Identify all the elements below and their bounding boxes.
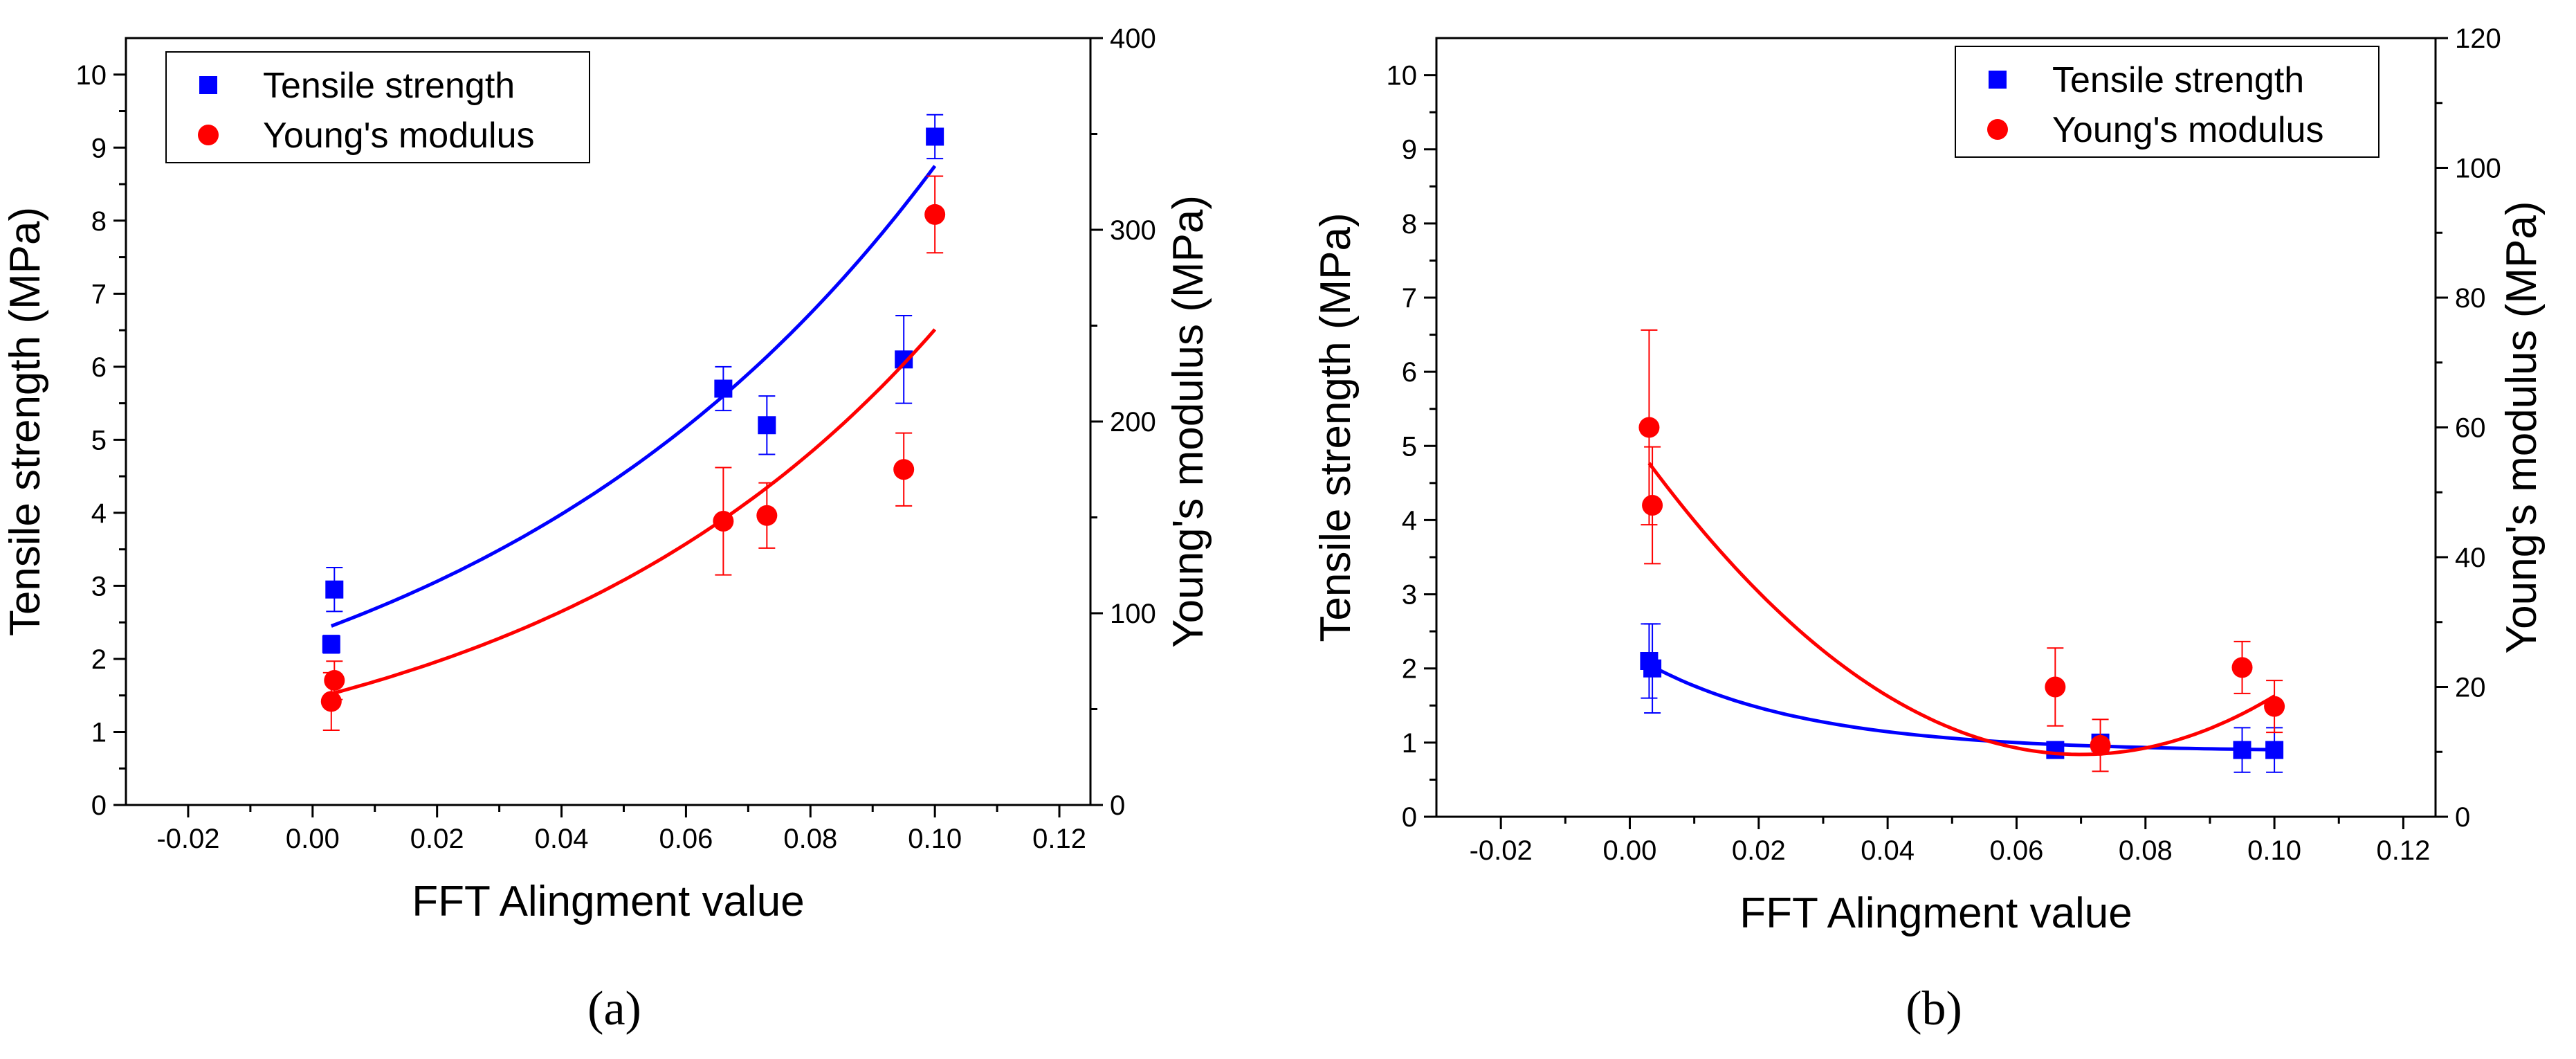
y-tick-label: 5 (1402, 431, 1417, 462)
y-tick-label: 9 (1402, 135, 1417, 165)
legend-marker-tensile-strength (199, 76, 217, 94)
fit-line-tensile-strength (1648, 663, 2275, 752)
y2-tick-label: 80 (2455, 283, 2486, 314)
y2-tick-label: 200 (1110, 407, 1156, 437)
data-point-youngs-modulus (2045, 676, 2066, 698)
x-tick-label: 0.00 (1603, 835, 1657, 866)
data-point-youngs-modulus (1638, 417, 1660, 438)
legend-label: Young's modulus (263, 116, 535, 156)
data-point-youngs-modulus (324, 669, 345, 691)
data-point-tensile-strength (325, 580, 344, 599)
x-tick-label: 0.00 (286, 824, 340, 854)
x-tick-label: 0.12 (2376, 835, 2430, 866)
panel-label: (a) (587, 982, 641, 1035)
data-point-youngs-modulus (756, 505, 778, 526)
x-tick-label: 0.06 (659, 824, 713, 854)
y2-tick-label: 300 (1110, 215, 1156, 246)
y-tick-label: 3 (1402, 580, 1417, 610)
y-tick-label: 6 (91, 352, 107, 383)
legend-label: Tensile strength (2052, 60, 2304, 100)
data-point-tensile-strength (714, 379, 733, 398)
y-axis-label: Tensile strength (MPa) (1, 207, 49, 636)
legend-marker-tensile-strength (1989, 71, 2007, 89)
y2-axis-label: Young's modulus (MPa) (1164, 195, 1212, 648)
legend-box (165, 51, 590, 163)
x-tick-label: 0.12 (1032, 824, 1086, 854)
y2-tick-label: 40 (2455, 543, 2486, 573)
chart-panel-a: -0.02 0.00 0.02 0.04 0.06 0.08 0.10 0.12 0 1 2 3 4 5 6… (1, 24, 1212, 1035)
x-tick-label: -0.02 (1470, 835, 1533, 866)
y-tick-label: 7 (91, 279, 107, 309)
x-tick-label: 0.06 (1990, 835, 2044, 866)
y2-tick-label: 0 (2455, 802, 2470, 833)
data-point-tensile-strength (758, 416, 776, 435)
chart-panel-b: -0.02 0.00 0.02 0.04 0.06 0.08 0.10 0.12 0 1 2 3 4 5 6… (1312, 24, 2546, 1035)
fit-line-tensile-strength (330, 165, 937, 628)
panel-label: (b) (1906, 982, 1962, 1035)
legend-box (1955, 46, 2379, 158)
fit-line-youngs-modulus (1647, 462, 2276, 757)
y-tick-label: 10 (1387, 61, 1418, 91)
data-point-youngs-modulus (713, 511, 734, 532)
y-tick-label: 2 (1402, 654, 1417, 685)
data-point-youngs-modulus (2090, 734, 2111, 756)
legend-label: Tensile strength (263, 66, 515, 106)
data-point-tensile-strength (2233, 741, 2251, 759)
x-tick-label: 0.04 (1861, 835, 1915, 866)
y-tick-label: 1 (91, 717, 107, 748)
y-tick-label: 2 (91, 644, 107, 675)
x-axis-label: FFT Alingment value (1739, 889, 2132, 937)
data-point-youngs-modulus (2264, 696, 2285, 717)
y2-tick-label: 120 (2455, 24, 2501, 54)
x-tick-label: 0.10 (908, 824, 962, 854)
fit-line-youngs-modulus (331, 328, 937, 696)
y2-axis-label: Young's modulus (MPa) (2498, 201, 2546, 654)
x-tick-label: 0.02 (410, 824, 464, 854)
y-tick-label: 8 (1402, 209, 1417, 239)
legend-label: Young's modulus (2052, 110, 2324, 150)
y-axis-label: Tensile strength (MPa) (1312, 212, 1360, 642)
y-tick-label: 9 (91, 133, 107, 163)
y-tick-label: 4 (1402, 505, 1417, 536)
x-tick-label: 0.08 (783, 824, 837, 854)
y2-tick-label: 60 (2455, 413, 2486, 444)
data-point-tensile-strength (2265, 741, 2284, 759)
y-tick-label: 7 (1402, 283, 1417, 314)
data-point-youngs-modulus (1642, 495, 1663, 516)
y-tick-label: 10 (76, 60, 107, 91)
x-tick-label: 0.02 (1732, 835, 1786, 866)
y2-tick-label: 0 (1110, 790, 1125, 821)
data-point-tensile-strength (322, 635, 340, 653)
y-tick-label: 0 (1402, 802, 1417, 833)
legend-marker-youngs-modulus (1987, 119, 2008, 140)
y-tick-label: 6 (1402, 357, 1417, 388)
y-tick-label: 0 (91, 790, 107, 821)
legend-marker-youngs-modulus (198, 125, 219, 145)
x-tick-label: 0.08 (2119, 835, 2173, 866)
data-point-youngs-modulus (924, 203, 946, 225)
data-point-tensile-strength (926, 127, 944, 146)
y2-tick-label: 100 (1110, 599, 1156, 629)
data-point-youngs-modulus (320, 691, 342, 712)
y2-tick-label: 20 (2455, 673, 2486, 703)
y-tick-label: 3 (91, 571, 107, 601)
data-point-tensile-strength (2046, 741, 2065, 759)
x-axis-label: FFT Alingment value (412, 878, 804, 925)
y-tick-label: 5 (91, 425, 107, 455)
data-point-tensile-strength (1643, 659, 1662, 678)
data-point-youngs-modulus (2231, 657, 2253, 678)
y-tick-label: 4 (91, 498, 107, 529)
x-tick-label: 0.10 (2247, 835, 2301, 866)
y-tick-label: 1 (1402, 728, 1417, 759)
y2-tick-label: 400 (1110, 24, 1156, 54)
x-tick-label: 0.04 (535, 824, 589, 854)
y2-tick-label: 100 (2455, 154, 2501, 184)
y-tick-label: 8 (91, 206, 107, 237)
x-tick-label: -0.02 (156, 824, 219, 854)
data-point-youngs-modulus (893, 459, 915, 480)
